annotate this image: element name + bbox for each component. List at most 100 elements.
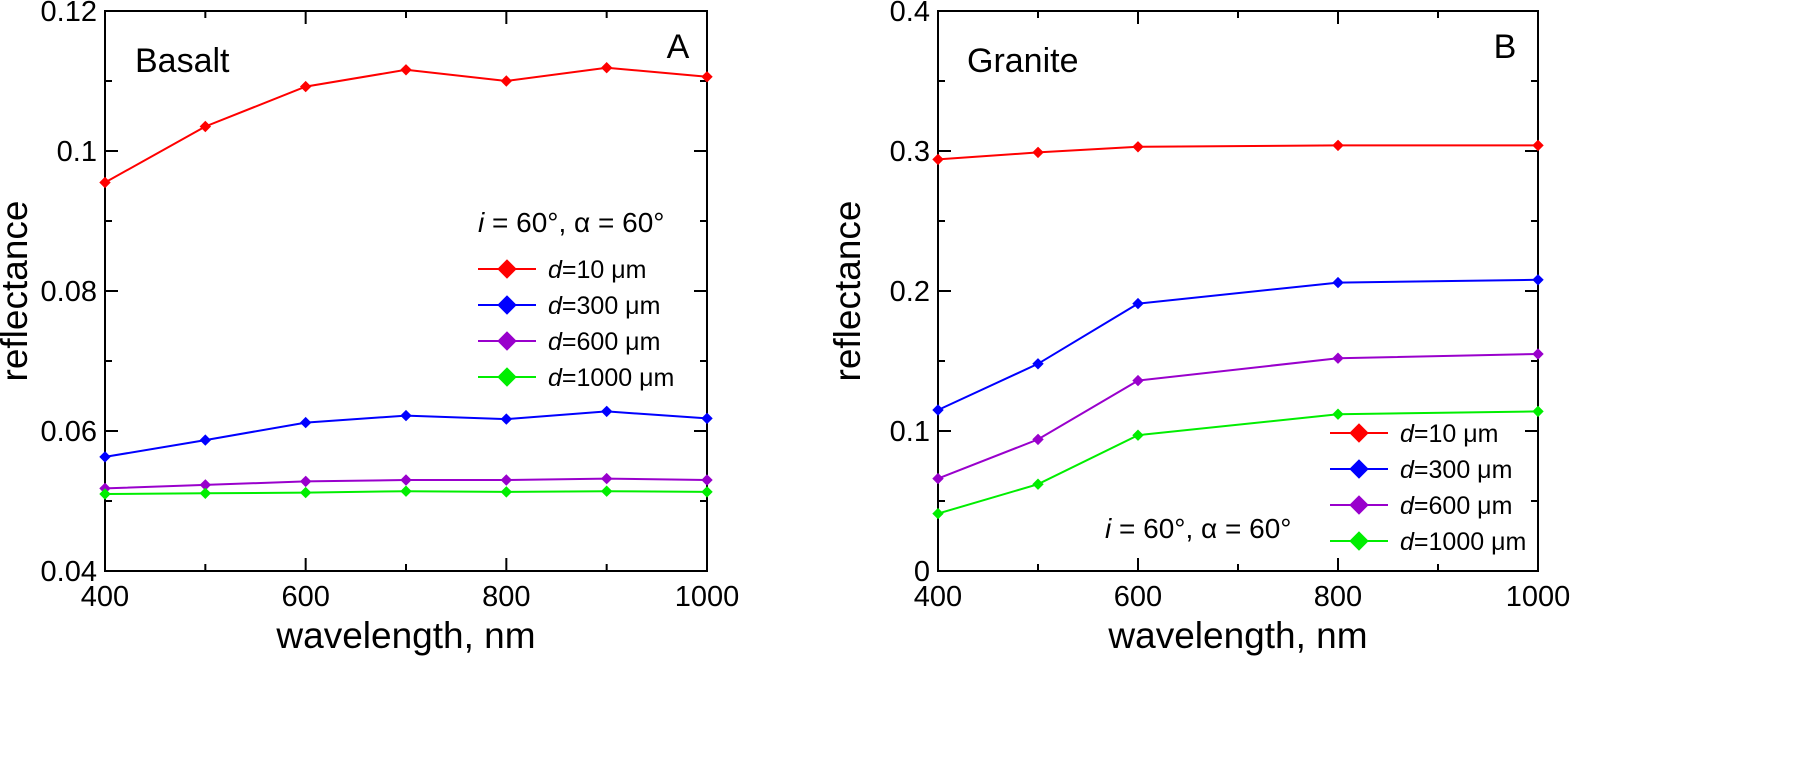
data-point bbox=[1032, 478, 1044, 490]
data-point bbox=[1532, 274, 1544, 286]
legend-label: d=300 μm bbox=[1400, 456, 1512, 484]
legend-swatch-marker bbox=[497, 295, 517, 315]
series-line bbox=[104, 66, 708, 184]
data-point bbox=[99, 488, 111, 500]
x-tick-label: 800 bbox=[482, 581, 530, 613]
data-point bbox=[299, 486, 312, 499]
legend-entry: d=1000 μm bbox=[478, 364, 674, 392]
x-tick-label: 600 bbox=[1114, 581, 1162, 613]
legend-swatch-marker bbox=[1349, 495, 1369, 515]
x-tick-label: 600 bbox=[281, 581, 329, 613]
data-point bbox=[400, 474, 412, 486]
legend-entry: d=300 μm bbox=[478, 292, 660, 320]
data-point bbox=[1332, 139, 1344, 152]
legend-label: d=1000 μm bbox=[548, 364, 674, 392]
x-tick-label: 400 bbox=[81, 581, 129, 613]
x-tick-label: 400 bbox=[914, 581, 962, 613]
legend-entry: d=600 μm bbox=[1330, 492, 1512, 520]
data-point bbox=[1332, 408, 1344, 420]
panel-title: Basalt bbox=[135, 42, 230, 80]
data-point bbox=[701, 486, 713, 498]
data-point bbox=[932, 153, 944, 166]
data-point bbox=[932, 507, 944, 520]
data-point bbox=[600, 405, 613, 418]
y-axis-label: reflectance bbox=[0, 201, 35, 382]
data-point bbox=[199, 434, 212, 446]
legend-text-part: i bbox=[478, 207, 485, 238]
legend-entry: d=300 μm bbox=[1330, 456, 1512, 484]
data-point bbox=[1032, 358, 1044, 370]
legend-swatch-marker bbox=[1349, 423, 1369, 443]
data-point bbox=[299, 475, 312, 488]
data-point bbox=[299, 416, 312, 429]
data-point bbox=[500, 75, 513, 87]
data-point bbox=[701, 71, 713, 83]
legend-label: d=1000 μm bbox=[1400, 528, 1526, 556]
data-point bbox=[1132, 141, 1144, 153]
legend-text-part: = 60° bbox=[1217, 513, 1291, 544]
legend-label: d=600 μm bbox=[548, 328, 660, 356]
legend-text-part: α bbox=[574, 207, 590, 238]
data-point bbox=[1332, 276, 1344, 289]
legend-label: d=300 μm bbox=[548, 292, 660, 320]
y-tick-label: 0.04 bbox=[41, 556, 97, 588]
legend-entry: d=1000 μm bbox=[1330, 528, 1526, 556]
legend-text-part: d bbox=[548, 256, 563, 284]
data-point bbox=[1532, 405, 1544, 418]
y-tick-label: 0.06 bbox=[41, 416, 97, 448]
data-point bbox=[99, 451, 111, 463]
x-tick-label: 800 bbox=[1314, 581, 1362, 613]
data-point bbox=[1132, 297, 1144, 310]
y-tick-label: 0.08 bbox=[41, 276, 97, 308]
panel-letter: A bbox=[667, 28, 690, 66]
legend-text-part: d bbox=[548, 292, 563, 320]
data-point bbox=[199, 120, 212, 133]
data-point bbox=[600, 61, 613, 74]
data-point bbox=[400, 64, 412, 76]
legend-label: d=10 μm bbox=[1400, 420, 1499, 448]
panel-letter: B bbox=[1494, 28, 1517, 66]
data-point bbox=[299, 80, 312, 93]
legend-swatch-marker bbox=[1349, 459, 1369, 479]
legend-text-part: d bbox=[548, 364, 563, 392]
data-point bbox=[500, 486, 513, 498]
legend-entry: d=10 μm bbox=[478, 256, 647, 284]
legend-label: d=600 μm bbox=[1400, 492, 1512, 520]
data-point bbox=[500, 413, 513, 425]
legend-entry: d=10 μm bbox=[1330, 420, 1499, 448]
y-tick-label: 0.1 bbox=[57, 136, 97, 168]
data-point bbox=[1532, 348, 1544, 360]
legend-text-part: =1000 μm bbox=[562, 364, 674, 392]
legend-text-part: =300 μm bbox=[1414, 456, 1513, 484]
data-point bbox=[400, 485, 412, 497]
y-tick-label: 0.12 bbox=[41, 0, 97, 28]
legend-text-part: =600 μm bbox=[1414, 492, 1513, 520]
legend-text-part: =600 μm bbox=[562, 328, 661, 356]
data-point bbox=[701, 474, 713, 486]
y-tick-label: 0.4 bbox=[890, 0, 930, 28]
legend-swatch-marker bbox=[497, 259, 517, 279]
condition-text: i = 60°, α = 60° bbox=[1105, 513, 1292, 544]
legend-text-part: d bbox=[1400, 456, 1415, 484]
legend-text-part: =10 μm bbox=[562, 256, 647, 284]
data-point bbox=[600, 485, 613, 497]
legend-text-part: d bbox=[1400, 528, 1415, 556]
chart-panel-a: 400 600 800 1000 0.04 0.06 0.08 0.1 0.12 waveleng… bbox=[0, 0, 739, 656]
x-axis-label: wavelength, nm bbox=[1107, 615, 1367, 656]
series-line bbox=[937, 144, 1538, 161]
x-tick-label: 1000 bbox=[675, 581, 740, 613]
data-point bbox=[1032, 146, 1044, 159]
legend-text-part: d bbox=[548, 328, 563, 356]
series-line bbox=[937, 278, 1539, 411]
chart-panel-b: 400 600 800 1000 0 0.1 0.2 0.3 0.4 wavelength, nm… bbox=[827, 0, 1570, 656]
x-axis-label: wavelength, nm bbox=[275, 615, 535, 656]
legend-swatch-marker bbox=[1349, 531, 1369, 551]
data-point bbox=[1132, 374, 1144, 387]
x-tick-label: 1000 bbox=[1506, 581, 1571, 613]
data-point bbox=[400, 409, 412, 422]
data-point bbox=[1032, 433, 1044, 446]
legend-text-part: = 60°, bbox=[1111, 513, 1201, 544]
legend-text-part: = 60°, bbox=[484, 207, 574, 238]
data-point bbox=[932, 404, 944, 416]
